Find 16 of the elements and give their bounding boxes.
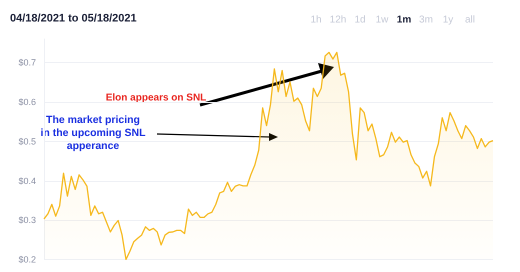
text: 12h [330,14,346,26]
text: 1w [376,14,390,26]
chart-title: 04/18/2021 to 05/18/2021 [10,12,137,24]
text: 1d [354,14,366,26]
text: 1h [310,14,322,26]
text: 1y [442,14,454,26]
y-tick-label: $0.7 [18,58,36,68]
annotation: Elon appears on SNL [106,92,206,104]
y-tick-label: $0.6 [18,97,36,107]
y-tick-label: $0.5 [18,136,36,146]
y-tick-label: $0.4 [18,176,36,186]
text: all [464,14,476,26]
y-tick-label: $0.3 [18,215,36,226]
text: 1m [396,14,412,26]
text: 3m [419,14,433,26]
y-tick-label: $0.2 [18,254,36,264]
